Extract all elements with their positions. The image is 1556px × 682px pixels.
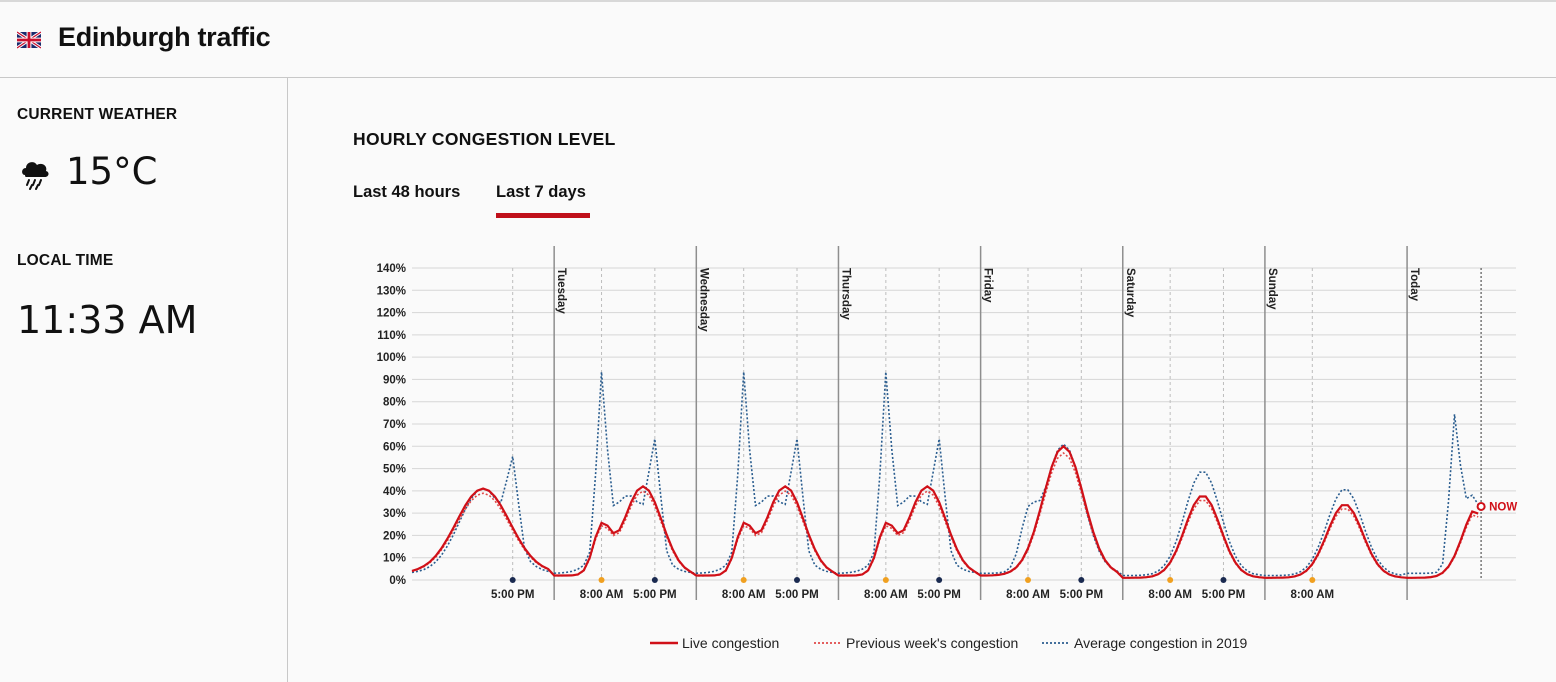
day-label: Sunday — [1266, 268, 1278, 310]
x-tick-label: 8:00 AM — [1290, 589, 1334, 601]
y-tick-label: 90% — [383, 374, 406, 386]
local-time-label: LOCAL TIME — [17, 252, 114, 269]
page-title: Edinburgh traffic — [58, 22, 271, 52]
y-tick-label: 120% — [377, 308, 406, 320]
weather-label: CURRENT WEATHER — [17, 106, 178, 123]
y-tick-label: 80% — [383, 397, 406, 409]
y-tick-label: 50% — [383, 464, 406, 476]
y-tick-label: 70% — [383, 419, 406, 431]
x-tick-dot — [1220, 577, 1227, 583]
y-tick-label: 110% — [377, 330, 406, 342]
y-tick-label: 0% — [389, 575, 406, 587]
legend-average-label: Average congestion in 2019 — [1074, 635, 1248, 651]
chart-heading: HOURLY CONGESTION LEVEL — [353, 129, 616, 149]
series-live-line — [411, 444, 1479, 579]
day-label: Wednesday — [697, 268, 709, 332]
day-label: Tuesday — [555, 268, 567, 314]
x-tick-label: 5:00 PM — [1202, 589, 1245, 601]
now-label: NOW — [1489, 501, 1517, 513]
x-tick-dot — [740, 577, 747, 583]
x-tick-label: 8:00 AM — [722, 589, 766, 601]
page-header: Edinburgh traffic — [0, 0, 1556, 78]
legend-previous-label: Previous week's congestion — [846, 635, 1019, 651]
active-tab-indicator — [496, 213, 590, 218]
y-tick-label: 130% — [377, 285, 406, 297]
local-time-value: 11:33 AM — [17, 298, 198, 342]
sidebar: CURRENT WEATHER 15°C LOCAL TIME 11:33 AM — [0, 78, 288, 682]
uk-flag-icon — [17, 31, 41, 49]
top-divider — [0, 0, 1556, 2]
y-tick-label: 140% — [377, 263, 406, 275]
y-tick-label: 100% — [377, 352, 406, 364]
x-tick-label: 5:00 PM — [775, 589, 818, 601]
day-label: Friday — [982, 268, 994, 303]
x-tick-dot — [651, 577, 658, 583]
x-tick-label: 5:00 PM — [917, 589, 960, 601]
x-tick-dot — [1167, 577, 1174, 583]
day-label: Saturday — [1124, 268, 1136, 318]
congestion-chart: 0% 10% 20% 30% 40% 50% 60% 70% 80% 90% 100% 110% 120… — [377, 246, 1517, 601]
x-tick-label: 5:00 PM — [1060, 589, 1103, 601]
x-tick-dot — [794, 577, 800, 583]
y-tick-label: 40% — [383, 486, 406, 498]
tab-last-48-hours[interactable]: Last 48 hours — [353, 183, 461, 201]
y-tick-label: 60% — [383, 441, 406, 453]
x-tick-label: 8:00 AM — [864, 589, 908, 601]
y-tick-label: 30% — [383, 508, 406, 520]
x-tick-label: 8:00 AM — [1006, 589, 1050, 601]
x-tick-label: 8:00 AM — [580, 589, 624, 601]
x-tick-label: 5:00 PM — [633, 589, 676, 601]
series-average-line — [411, 371, 1479, 577]
now-marker — [1476, 501, 1486, 511]
x-tick-dot — [1309, 577, 1316, 583]
x-tick-dot — [1078, 577, 1085, 583]
y-tick-label: 20% — [383, 530, 406, 542]
tab-last-7-days[interactable]: Last 7 days — [496, 183, 586, 201]
x-tick-dot — [936, 577, 943, 583]
x-tick-dot — [509, 577, 516, 583]
temperature-value: 15°C — [66, 150, 158, 193]
day-label: Today — [1408, 268, 1420, 302]
x-tick-label: 5:00 PM — [491, 589, 534, 601]
y-tick-label: 10% — [383, 553, 406, 565]
rain-cloud-icon — [22, 162, 49, 190]
x-tick-dot — [882, 577, 889, 583]
day-label: Thursday — [839, 268, 851, 320]
legend-live-label: Live congestion — [682, 635, 780, 651]
x-tick-dot — [1025, 577, 1031, 583]
x-tick-label: 8:00 AM — [1148, 589, 1192, 601]
x-tick-dot — [598, 577, 605, 583]
